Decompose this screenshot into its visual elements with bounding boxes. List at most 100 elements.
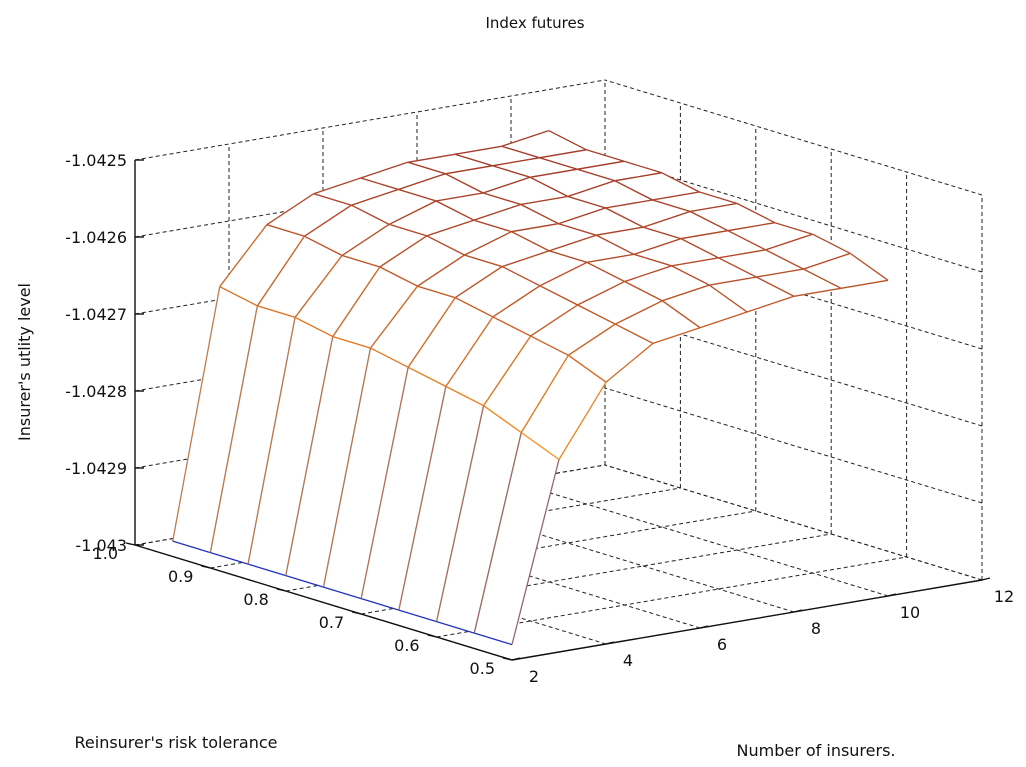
surface-mesh-edge xyxy=(313,193,352,206)
surface-face xyxy=(445,165,531,193)
surface-face xyxy=(436,405,522,634)
y-tick-mark xyxy=(276,588,286,592)
y-tick-mark xyxy=(352,611,362,615)
surface-mesh-edge xyxy=(304,204,352,237)
surface-mesh-edge xyxy=(445,316,494,387)
surface-face xyxy=(360,162,446,190)
surface-face xyxy=(474,432,559,645)
surface-face xyxy=(445,316,531,406)
surface-face xyxy=(304,205,390,256)
grid-line-side-z xyxy=(604,387,983,504)
surface-mesh-edge xyxy=(492,157,540,167)
surface-face xyxy=(596,227,681,255)
grid-line-side-z xyxy=(604,156,983,273)
surface-face xyxy=(520,196,606,224)
surface-mesh-edge xyxy=(577,281,625,306)
surface-mesh-edge xyxy=(445,165,493,175)
z-tick-label: -1.0429 xyxy=(65,459,127,478)
surface-mesh-edge xyxy=(746,295,795,313)
surface-face xyxy=(671,257,757,286)
surface-mesh-edge xyxy=(407,297,456,368)
surface-mesh-edge xyxy=(247,317,296,565)
surface-mesh-edge xyxy=(435,405,485,622)
surface-face xyxy=(605,200,691,228)
surface-mesh-edge xyxy=(642,210,691,228)
surface-mesh-edge xyxy=(341,254,380,268)
surface-face xyxy=(332,267,418,349)
surface-mesh-edge xyxy=(586,253,635,264)
surface-mesh-edge xyxy=(464,254,503,268)
x-tick-label: 6 xyxy=(717,635,727,654)
surface-mesh-edge xyxy=(529,176,569,198)
surface-face xyxy=(756,269,841,297)
surface-mesh-edge xyxy=(718,257,757,278)
surface-face xyxy=(521,355,606,460)
surface-mesh-edge xyxy=(727,222,776,232)
surface-mesh-edge xyxy=(285,336,334,576)
x-tick-label: 4 xyxy=(623,651,633,670)
y-axis-line xyxy=(134,544,513,661)
x-tick-mark xyxy=(793,609,803,613)
surface-mesh-edge xyxy=(360,367,409,599)
surface-mesh-edge xyxy=(661,300,701,329)
surface-face xyxy=(210,305,296,565)
surface-face xyxy=(417,255,503,298)
surface-mesh-edge xyxy=(445,385,484,407)
surface-mesh-edge xyxy=(614,172,662,182)
surface-mesh-edge xyxy=(361,597,400,611)
surface-face xyxy=(501,130,587,158)
surface-mesh-edge xyxy=(520,432,560,461)
y-tick-label: 0.9 xyxy=(168,567,193,586)
surface-mesh-edge xyxy=(530,335,569,356)
surface-mesh-edge xyxy=(529,168,578,178)
surface-mesh-edge xyxy=(483,405,522,434)
surface-face xyxy=(313,178,399,206)
y-tick-mark xyxy=(427,634,437,638)
surface-mesh-edge xyxy=(615,300,663,325)
x-tick-label: 10 xyxy=(900,603,920,622)
grid-line-side-z xyxy=(604,79,983,196)
surface-mesh-edge xyxy=(586,149,625,162)
surface-face xyxy=(295,255,380,337)
surface-mesh-edge xyxy=(548,130,587,151)
z-tick-label: -1.0427 xyxy=(65,305,127,324)
surface-face xyxy=(643,211,728,239)
surface-mesh-edge xyxy=(727,230,766,251)
surface-mesh-edge xyxy=(718,249,766,259)
surface-mesh-edge xyxy=(699,191,738,205)
surface-mesh-edge xyxy=(652,327,701,345)
surface-mesh-edge xyxy=(172,286,221,542)
surface-mesh-edge xyxy=(388,223,427,237)
surface-face xyxy=(662,285,747,328)
surface-mesh-edge xyxy=(671,257,719,267)
surface-mesh-edge xyxy=(633,253,672,267)
surface-mesh-edge xyxy=(511,459,560,645)
surface-mesh-edge xyxy=(473,432,522,634)
surface-face xyxy=(455,266,540,317)
y-tick-label: 0.8 xyxy=(243,590,268,609)
surface-mesh-edge xyxy=(454,145,502,155)
surface-face xyxy=(558,208,644,236)
x-tick-label: 12 xyxy=(994,587,1014,606)
grid-line-floor-x xyxy=(416,496,795,613)
surface-mesh-edge xyxy=(774,222,813,235)
surface-mesh-edge xyxy=(605,199,653,209)
surface-mesh-edge xyxy=(567,354,607,383)
surface-mesh-edge xyxy=(407,153,455,163)
surface-mesh-edge xyxy=(736,202,776,224)
x-tick-mark xyxy=(699,625,709,629)
y-tick-mark xyxy=(125,542,136,546)
surface-mesh-edge xyxy=(294,316,334,338)
surface-mesh-edge xyxy=(576,168,615,182)
surface-mesh-edge xyxy=(520,354,569,433)
surface-mesh-edge xyxy=(812,233,851,254)
surface-mesh-edge xyxy=(803,268,842,289)
surface-mesh-edge xyxy=(708,284,748,313)
surface-mesh-edge xyxy=(172,540,211,554)
grid-line-floor-x xyxy=(510,480,889,597)
surface-mesh-edge xyxy=(219,286,258,307)
surface-mesh-edge xyxy=(417,254,465,287)
surface-face xyxy=(248,317,333,576)
surface-mesh-edge xyxy=(304,235,343,257)
